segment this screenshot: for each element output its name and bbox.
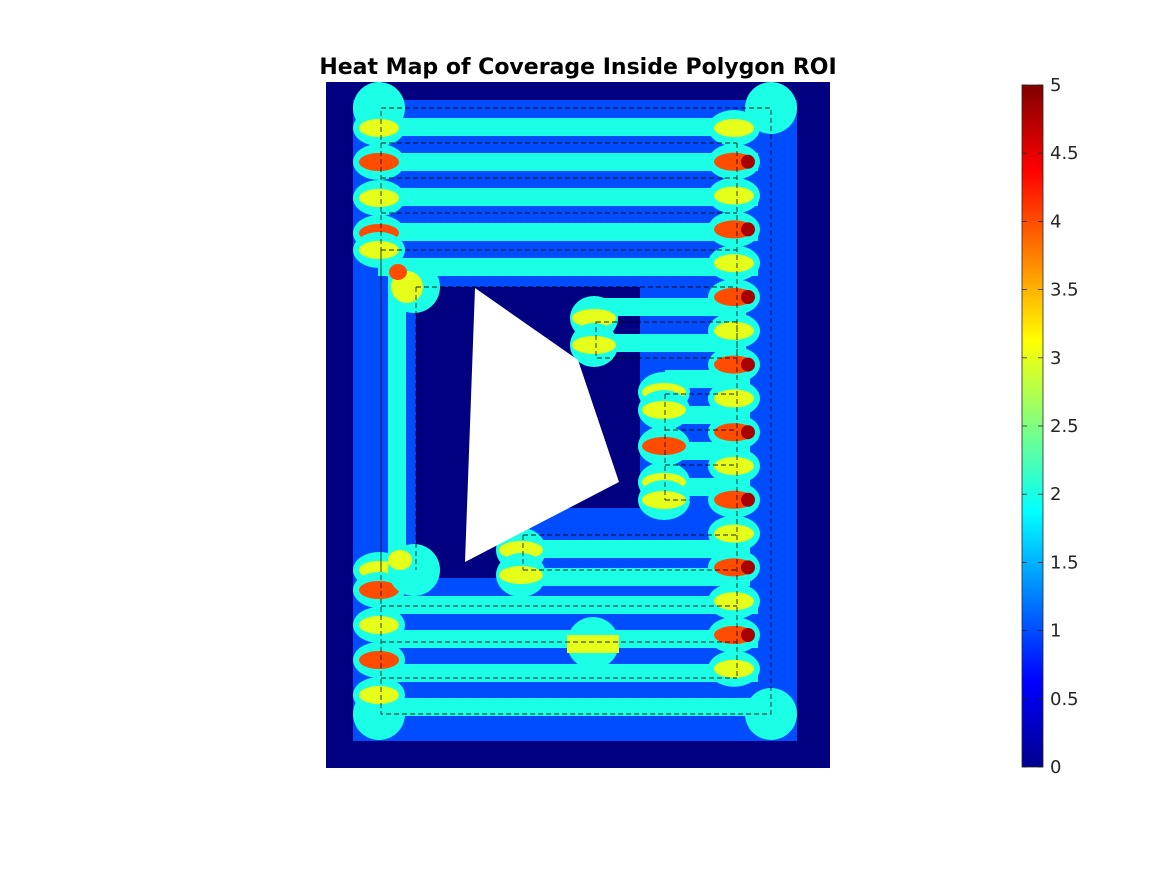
- turn-overlap: [714, 659, 754, 678]
- triple-overlap: [741, 154, 755, 169]
- sweep-stripe: [378, 223, 758, 241]
- colorbar-tick-label: 1: [1050, 621, 1061, 642]
- triple-overlap: [741, 357, 755, 372]
- triple-overlap: [741, 628, 755, 642]
- colorbar-tick-label: 3.5: [1050, 280, 1079, 301]
- turn-overlap: [359, 189, 399, 207]
- turn-overlap: [642, 437, 686, 455]
- chart-title: Heat Map of Coverage Inside Polygon ROI: [319, 55, 836, 80]
- sweep-stripe: [378, 698, 758, 716]
- turn-overlap: [359, 241, 399, 259]
- corner-turn-disc: [745, 82, 797, 134]
- turn-overlap: [499, 566, 543, 584]
- colorbar-tick-label: 0: [1050, 757, 1061, 778]
- sweep-stripe-vertical: [388, 272, 406, 577]
- turn-overlap: [359, 686, 399, 704]
- triple-overlap: [741, 290, 755, 304]
- sweep-stripe: [596, 298, 746, 316]
- triple-overlap: [741, 222, 755, 237]
- sweep-stripe: [378, 118, 758, 136]
- turn-overlap: [359, 119, 399, 137]
- turn-overlap: [389, 264, 407, 280]
- turn-overlap: [359, 616, 399, 634]
- sweep-stripe: [596, 334, 746, 352]
- triple-overlap: [741, 560, 755, 575]
- sweep-stripe: [378, 596, 758, 614]
- turn-overlap: [714, 119, 754, 137]
- colorbar-tick-label: 4: [1050, 211, 1061, 232]
- sweep-stripe: [520, 540, 750, 558]
- turn-overlap: [388, 550, 412, 570]
- sweep-path-overlay: [380, 107, 772, 715]
- turn-overlap: [567, 635, 619, 653]
- sweep-stripe: [378, 188, 758, 206]
- turn-overlap: [359, 581, 399, 599]
- turn-overlap: [499, 541, 543, 559]
- turn-overlap: [642, 401, 686, 419]
- turn-overlap: [359, 651, 399, 669]
- colorbar-tick-label: 3: [1050, 348, 1061, 369]
- sweep-stripe: [378, 664, 758, 682]
- colorbar-tick-label: 0.5: [1050, 689, 1079, 710]
- heatmap-plot-area: [326, 82, 830, 768]
- colorbar-tick-label: 2.5: [1050, 416, 1079, 437]
- obstacle-polygon: [465, 288, 619, 562]
- turn-overlap: [642, 491, 686, 509]
- turn-overlap: [714, 254, 754, 273]
- turn-overlap: [572, 336, 616, 354]
- turn-overlap: [714, 389, 754, 408]
- colorbar-tick-label: 5: [1050, 75, 1061, 96]
- turn-overlap: [714, 457, 754, 475]
- turn-overlap: [714, 186, 754, 205]
- colorbar-tick-label: 1.5: [1050, 552, 1079, 573]
- colorbar-tick-label: 2: [1050, 484, 1061, 505]
- triple-overlap: [741, 492, 755, 507]
- sweep-stripe: [378, 153, 758, 171]
- triple-overlap: [741, 425, 755, 440]
- turn-overlap: [359, 153, 399, 171]
- colorbar: 0 0.5 1 1.5 2 2.5 3 3.5 4 4.5 5: [1021, 75, 1079, 778]
- turn-overlap: [714, 524, 754, 543]
- colorbar-tick-label: 4.5: [1050, 143, 1079, 164]
- turn-overlap: [714, 321, 754, 340]
- sweep-stripe: [378, 258, 758, 276]
- turn-overlap: [572, 309, 616, 327]
- sweep-stripe: [520, 568, 750, 586]
- turn-overlap: [714, 592, 754, 611]
